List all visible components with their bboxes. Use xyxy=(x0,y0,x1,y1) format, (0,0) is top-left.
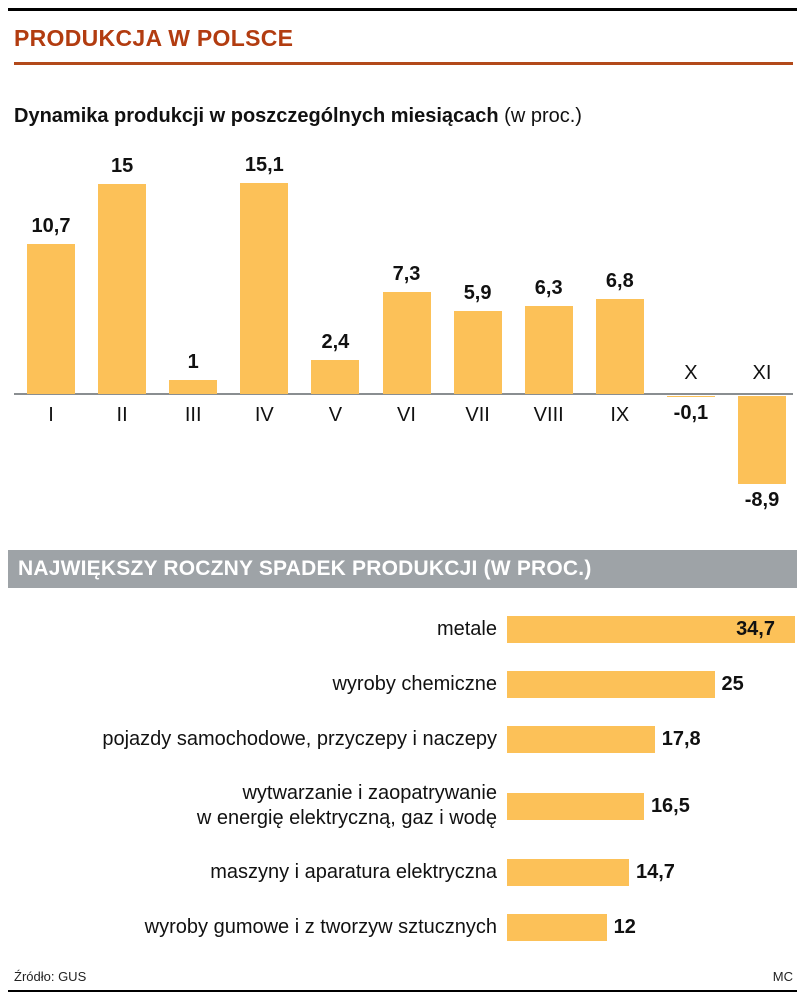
page-title: PRODUKCJA W POLSCE xyxy=(14,25,294,51)
month-label: III xyxy=(184,404,202,426)
section-banner: NAJWIĘKSZY ROCZNY SPADEK PRODUKCJI (W PR… xyxy=(8,550,797,588)
top-rule xyxy=(8,8,797,11)
decline-row: wyroby chemiczne 25 xyxy=(14,671,793,698)
decline-bar-area: 16,5 xyxy=(507,792,793,820)
month-label: IX xyxy=(610,404,630,426)
title-rule xyxy=(14,62,793,65)
section-banner-title: NAJWIĘKSZY ROCZNY SPADEK PRODUKCJI (W PR… xyxy=(18,557,592,580)
decline-bar-area: 12 xyxy=(507,914,793,941)
decline-bar-area: 17,8 xyxy=(507,726,793,753)
decline-bar xyxy=(507,726,655,753)
month-label: XI xyxy=(752,362,772,384)
month-label: X xyxy=(684,362,698,384)
footer: Źródło: GUS MC xyxy=(14,969,793,984)
decline-bar xyxy=(507,671,715,698)
decline-bar-area: 14,7 xyxy=(507,859,793,886)
decline-category-label: metale xyxy=(436,618,497,640)
decline-row: wyroby gumowe i z tworzyw sztucznych 12 xyxy=(14,914,793,941)
decline-value-label: 17,8 xyxy=(661,728,701,750)
decline-row: pojazdy samochodowe, przyczepy i naczepy… xyxy=(14,726,793,753)
decline-bar-area: 34,7 xyxy=(507,616,795,643)
monthly-bar xyxy=(382,291,431,394)
decline-bar-area: 25 xyxy=(507,671,793,698)
monthly-bar xyxy=(738,396,786,485)
decline-row: maszyny i aparatura elektryczna 14,7 xyxy=(14,859,793,886)
monthly-bar xyxy=(240,182,289,394)
month-label: IV xyxy=(254,404,274,426)
monthly-bar xyxy=(98,184,147,394)
bar-value-label: 2,4 xyxy=(321,331,350,354)
x-axis-line xyxy=(14,393,793,395)
monthly-bar xyxy=(595,298,644,394)
decline-value-label: 25 xyxy=(721,673,744,695)
monthly-chart-title-suffix: (w proc.) xyxy=(498,105,582,127)
bar-value-label: -0,1 xyxy=(673,402,709,424)
bar-value-label: 15,1 xyxy=(244,153,284,176)
decline-bar xyxy=(507,792,644,820)
decline-bar xyxy=(507,914,607,941)
monthly-bar xyxy=(169,380,218,394)
decline-category-label: pojazdy samochodowe, przyczepy i naczepy xyxy=(102,728,497,750)
decline-value-label: 14,7 xyxy=(636,861,675,883)
bar-value-label: -8,9 xyxy=(744,489,780,512)
monthly-bar xyxy=(311,360,360,394)
bottom-rule xyxy=(8,990,797,992)
monthly-chart-title-text: Dynamika produkcji w poszczególnych mies… xyxy=(14,105,499,127)
decline-bar xyxy=(507,859,629,886)
decline-chart: metale 34,7 wyroby chemiczne 25 pojazdy samo… xyxy=(14,616,795,941)
decline-bar: 34,7 xyxy=(507,616,795,643)
bar-value-label: 15 xyxy=(110,155,134,177)
month-label: VIII xyxy=(533,404,564,426)
decline-row: metale 34,7 xyxy=(14,616,795,643)
month-label: I xyxy=(48,404,54,426)
decline-category-label: wyroby gumowe i z tworzyw sztucznych xyxy=(144,916,497,938)
bar-value-label: 7,3 xyxy=(392,262,421,285)
decline-category-label: wyroby chemiczne xyxy=(332,673,497,695)
monthly-bar xyxy=(666,396,715,397)
bar-value-label: 6,3 xyxy=(534,276,563,299)
bar-value-label: 6,8 xyxy=(605,269,634,292)
decline-value-label: 12 xyxy=(613,916,636,938)
bar-value-label: 5,9 xyxy=(463,282,492,305)
monthly-bar xyxy=(453,311,502,394)
credit-label: MC xyxy=(772,969,793,984)
decline-category-label: wytwarzanie i zaopatrywanie w energię el… xyxy=(196,782,497,829)
bar-value-label: 10,7 xyxy=(31,215,71,238)
monthly-bar xyxy=(524,305,573,394)
month-label: V xyxy=(328,404,343,426)
bar-value-label: 1 xyxy=(187,351,199,373)
monthly-chart-title: Dynamika produkcji w poszczególnych mies… xyxy=(14,105,793,128)
decline-value-label: 16,5 xyxy=(650,794,690,817)
monthly-bar xyxy=(27,244,75,394)
decline-value-label: 34,7 xyxy=(736,618,775,640)
decline-row: wytwarzanie i zaopatrywanie w energię el… xyxy=(14,781,793,831)
month-label: VII xyxy=(465,404,490,426)
decline-category-label: maszyny i aparatura elektryczna xyxy=(210,861,497,883)
monthly-chart: 10,7 I 15 II 1 III 15,1 IV 2,4 V 7,3 VI 5,9 VII 6,3 VII… xyxy=(14,144,793,524)
source-label: Źródło: GUS xyxy=(14,969,87,984)
month-label: VI xyxy=(397,404,416,426)
month-label: II xyxy=(116,404,128,426)
